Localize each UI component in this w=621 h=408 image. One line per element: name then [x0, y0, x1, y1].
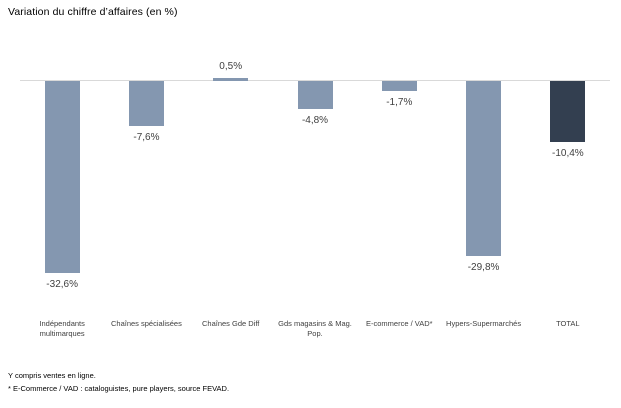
value-label-2: 0,5% — [219, 61, 243, 73]
category-label-1: Chaînes spécialisées — [110, 319, 182, 328]
bar-4 — [381, 81, 417, 91]
chart-title: Variation du chiffre d’affaires (en %) — [8, 6, 178, 18]
bar-6 — [550, 81, 586, 143]
category-label-3: Gds magasins & Mag. Pop. — [278, 319, 352, 338]
footnote-line: Y compris ventes en ligne. — [8, 371, 96, 380]
value-label-4: -1,7% — [386, 96, 413, 108]
value-label-3: -4,8% — [301, 115, 329, 127]
footnote-line: * E-Commerce / VAD : cataloguistes, pure… — [8, 384, 230, 393]
footnotes: Y compris ventes en ligne. * E-Commerce … — [8, 369, 229, 395]
bar-5 — [466, 81, 502, 257]
category-label-6: TOTAL — [556, 319, 580, 328]
bar-0 — [44, 81, 80, 273]
bar-1 — [128, 81, 164, 126]
category-label-5: Hypers-Supermarchés — [446, 319, 522, 328]
value-label-5: -29,8% — [467, 262, 500, 274]
bar-3 — [297, 81, 333, 110]
value-label-6: -10,4% — [552, 148, 584, 160]
category-label-2: Chaînes Gde Diff — [202, 319, 260, 328]
bar-2 — [213, 78, 249, 81]
category-label-0: Indépendants multimarques — [39, 319, 85, 338]
zero-axis-line — [20, 79, 610, 81]
value-label-0: -32,6% — [46, 278, 78, 290]
category-label-4: E-commerce / VAD* — [366, 319, 433, 328]
value-label-1: -7,6% — [133, 131, 160, 143]
